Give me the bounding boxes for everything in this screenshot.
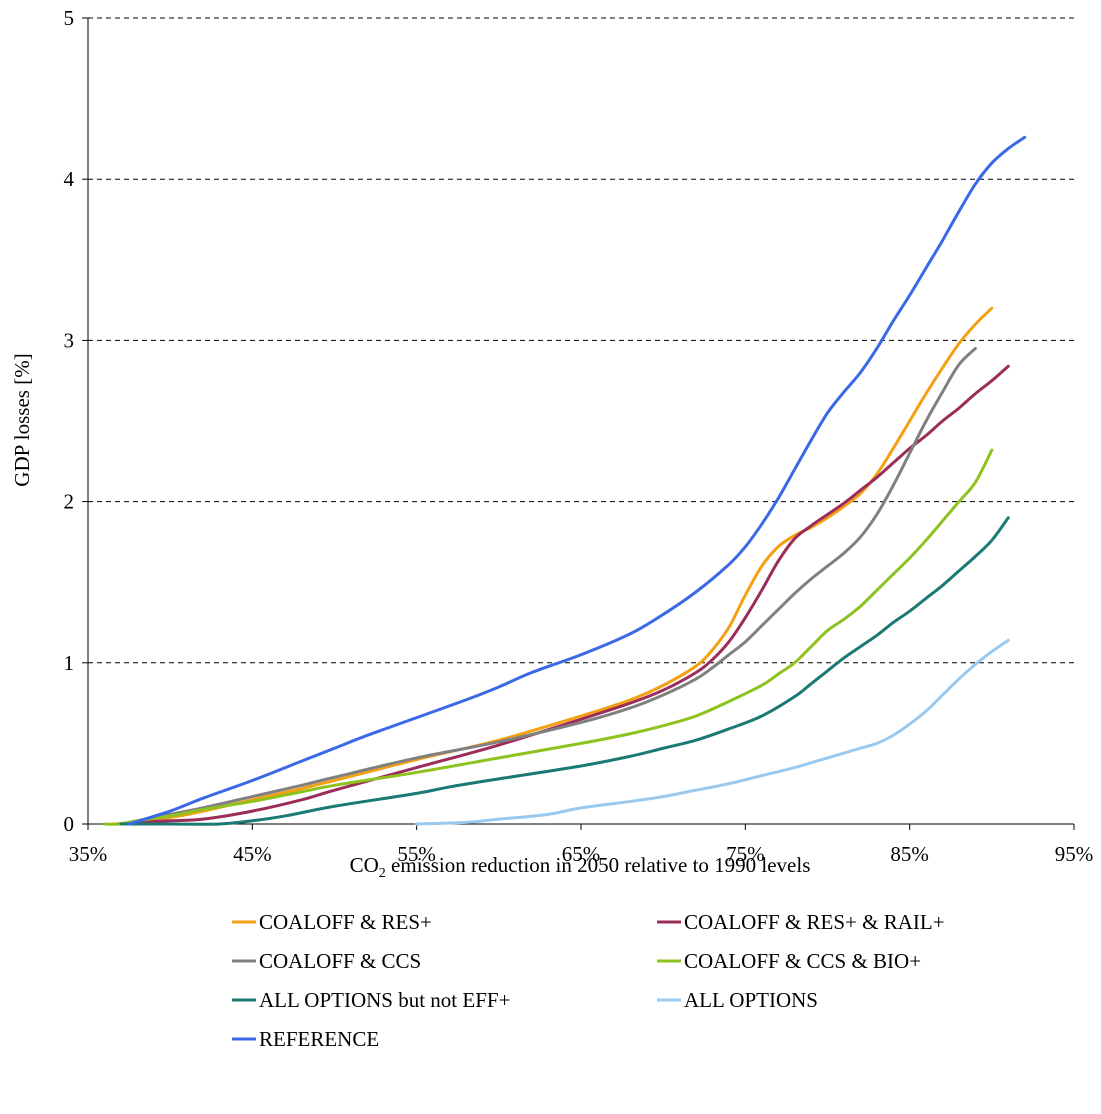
x-axis-ticks: 35% 45% 55% 65% 75% 85% 95% [69,824,1094,866]
gridlines [88,17,1074,664]
y-tick-label: 5 [64,6,75,30]
legend-item-all-options: ALL OPTIONS [657,988,818,1012]
legend-label: COALOFF & RES+ & RAIL+ [684,910,945,934]
legend: COALOFF & RES+ COALOFF & RES+ & RAIL+ COAL… [232,910,945,1051]
y-tick-label: 1 [64,651,75,675]
series-line-coaloff-res [111,306,994,826]
legend-item-coaloff-res-rail: COALOFF & RES+ & RAIL+ [657,910,945,934]
y-axis-title: GDP losses [%] [10,353,34,486]
series-line-all-options-but-not-eff [119,516,1010,826]
x-tick-label: 45% [233,842,272,866]
y-tick-label: 3 [64,328,75,352]
series-line-coaloff-res-rail [119,364,1010,826]
legend-item-reference: REFERENCE [232,1027,379,1051]
y-tick-label: 0 [64,812,75,836]
legend-label: REFERENCE [259,1027,379,1051]
x-tick-label: 75% [726,842,765,866]
x-tick-label: 55% [397,842,436,866]
legend-label: ALL OPTIONS but not EFF+ [259,988,510,1012]
x-tick-label: 35% [69,842,108,866]
legend-label: COALOFF & CCS [259,949,421,973]
series-line-all-options [415,638,1010,826]
legend-label: COALOFF & RES+ [259,910,432,934]
legend-label: COALOFF & CCS & BIO+ [684,949,921,973]
y-axis-ticks: 0 1 2 3 4 5 [64,6,88,836]
x-tick-label: 95% [1055,842,1094,866]
y-tick-label: 4 [64,167,75,191]
x-tick-label: 65% [562,842,601,866]
series-line-coaloff-ccs [119,346,977,826]
legend-item-coaloff-res: COALOFF & RES+ [232,910,432,934]
x-axis-title-subscript: 2 [379,866,386,881]
series-line-reference [127,135,1027,826]
legend-label: ALL OPTIONS [684,988,818,1012]
x-tick-label: 85% [890,842,929,866]
legend-item-coaloff-ccs: COALOFF & CCS [232,949,421,973]
legend-item-all-options-but-not-eff: ALL OPTIONS but not EFF+ [232,988,510,1012]
x-axis-title-suffix: emission reduction in 2050 relative to 1… [386,853,811,877]
legend-item-coaloff-ccs-bio: COALOFF & CCS & BIO+ [657,949,921,973]
series-line-coaloff-ccs-bio [102,448,994,826]
x-axis-title: CO2 emission reduction in 2050 relative … [350,853,811,881]
series-lines [102,135,1027,826]
y-tick-label: 2 [64,490,75,514]
x-axis-title-prefix: CO [350,853,379,877]
